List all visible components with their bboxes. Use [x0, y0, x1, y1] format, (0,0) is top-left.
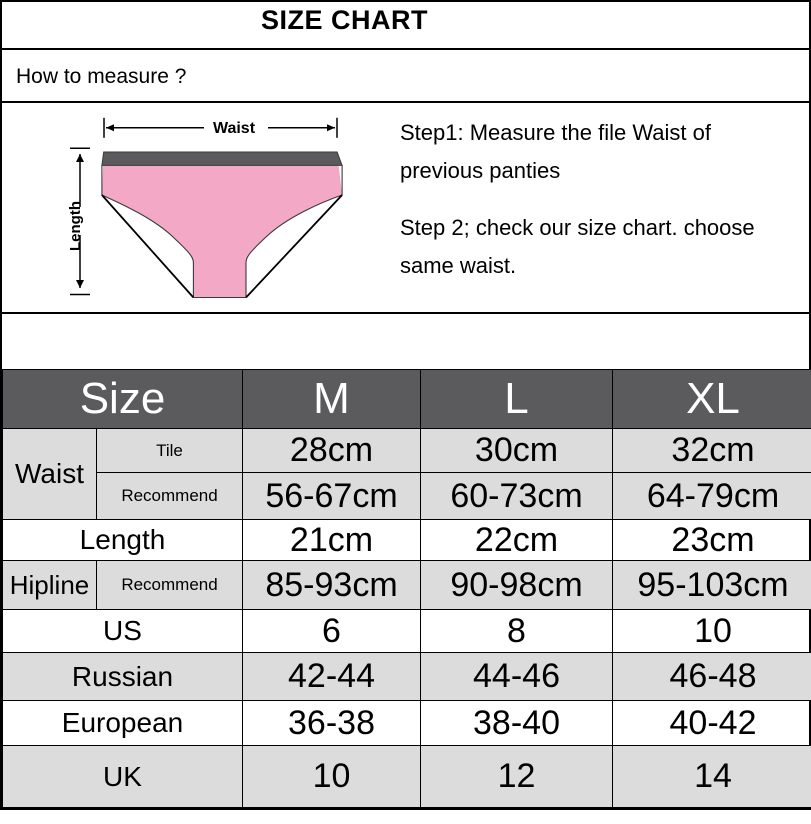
svg-text:Waist: Waist — [213, 120, 256, 137]
svg-text:Length: Length — [67, 201, 84, 251]
